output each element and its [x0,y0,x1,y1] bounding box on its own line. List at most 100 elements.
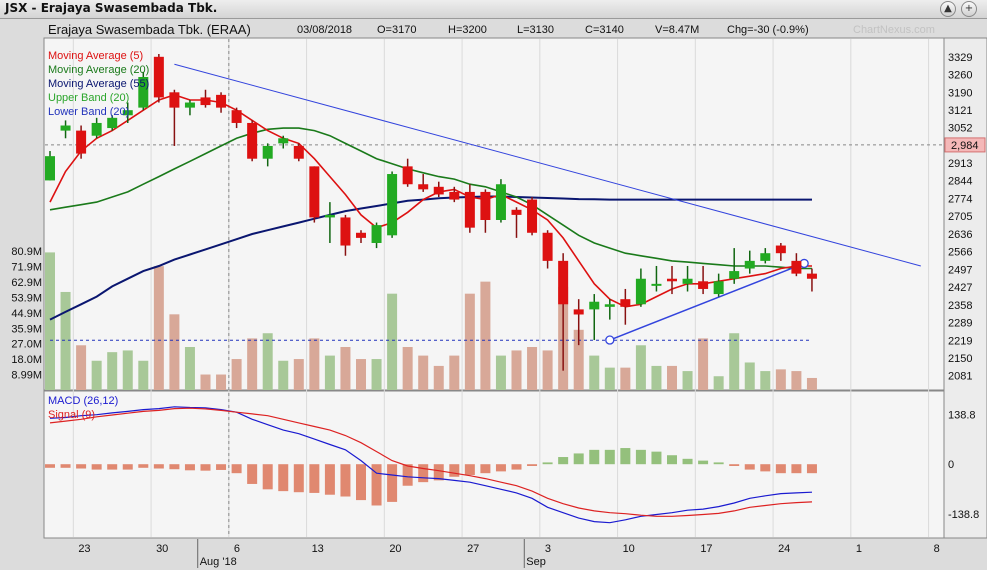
price-marker-box [944,137,986,153]
candle-body [138,76,149,108]
macd-histogram-bar [293,464,304,493]
candle-body [184,102,195,108]
macd-histogram-bar [480,464,491,474]
legend-macd: MACD (26,12) [48,395,118,407]
volume-bar [511,350,522,390]
volume-bar [651,365,662,390]
quote-volume: V=8.47M [655,24,699,36]
volume-bar [667,365,677,390]
candle-body [604,304,615,307]
volume-bar [324,355,335,390]
candle-body [651,283,662,286]
stock-name: Erajaya Swasembada Tbk. (ERAA) [48,22,251,37]
candle-body [153,56,164,98]
volume-bar [356,359,366,390]
macd-histogram-bar [667,455,677,465]
volume-bar [107,352,118,390]
macd-tick-label: 138.8 [948,409,976,421]
candle-body [309,166,320,218]
candle-body [60,125,71,131]
volume-tick-label: 80.9M [11,246,42,258]
legend-signal: Signal (9) [48,409,95,421]
macd-histogram-bar [682,458,693,465]
x-tick-label: 23 [78,543,90,555]
candle-body [402,166,413,185]
title-bar: JSX - Erajaya Swasembada Tbk. ▲ + [0,0,987,19]
candle-body [635,278,646,305]
price-tick-label: 2497 [948,264,972,276]
candle-body [247,122,258,159]
candle-body [589,301,600,310]
volume-bar [433,365,444,390]
macd-histogram-bar [216,464,227,470]
price-tick-label: 2219 [948,335,972,347]
grid [45,39,943,537]
x-tick-label: 13 [312,543,324,555]
macd-histogram-bar [558,457,569,465]
trendline-lower [609,262,805,341]
price-tick-label: 3260 [948,69,972,81]
legend-ma55: Moving Average (55) [48,78,149,90]
legend-upper-band: Upper Band (20) [48,92,129,104]
candle-body [667,278,677,282]
macd-histogram-bar [713,462,724,465]
candle-body [433,186,444,195]
zoom-in-icon[interactable]: + [961,1,977,17]
macd-histogram-bar [651,451,662,465]
candle-body [76,130,87,154]
volume-bar [293,359,304,390]
price-tick-label: 2081 [948,371,972,383]
candle-body [480,191,491,220]
price-tick-label: 2358 [948,300,972,312]
stock-chart[interactable]: 3329 3260 3190 3121 3052 2913 2844 2774 2705 2636… [0,18,987,570]
volume-bar [589,355,600,390]
price-tick-label: 2566 [948,247,972,259]
macd-tick-label: 0 [948,459,954,471]
scroll-up-icon[interactable]: ▲ [940,1,956,17]
legend-ma20: Moving Average (20) [48,64,149,76]
volume-bar [153,266,164,390]
candle-body [340,217,351,246]
macd-histogram-bar [511,464,522,470]
candle-body [698,281,709,289]
macd-histogram-bar [169,464,180,470]
volume-bar [402,347,413,390]
volume-bar [713,376,724,390]
quote-high: H=3200 [448,24,487,36]
macd-histogram-bar [542,462,553,465]
volume-bar [542,350,553,390]
volume-bar [262,333,273,390]
candle-body [371,225,382,243]
x-tick-label: 8 [934,543,940,555]
macd-histogram-bar [433,464,444,481]
price-axis-area [943,37,987,539]
legend-ma5: Moving Average (5) [48,50,143,62]
macd-histogram-bar [340,464,351,497]
volume-tick-label: 27.0M [11,339,42,351]
volume-bar [76,345,87,390]
macd-histogram-bar [91,464,102,470]
volume-bar [371,359,382,390]
volume-bar [309,338,320,390]
macd-histogram-bar [60,464,71,468]
volume-tick-label: 44.9M [11,308,42,320]
macd-histogram-bar [309,464,320,493]
x-tick-label: 30 [156,543,168,555]
macd-histogram-bar [371,464,382,506]
candle-body [806,273,817,279]
volume-bar [775,369,786,390]
volume-bar [247,338,258,390]
macd-histogram-bar [620,448,631,465]
candle-body [682,278,693,284]
macd-line [49,406,813,524]
candle-body [744,260,755,269]
indicator-lines [49,63,921,524]
month-label: Sep [526,556,546,568]
candles [45,54,817,371]
candle-body [542,232,553,261]
price-tick-label: 2774 [948,194,972,206]
window-title: JSX - Erajaya Swasembada Tbk. [5,1,218,15]
macd-histogram-bar [247,464,258,484]
x-tick-label: 10 [623,543,635,555]
candle-body [449,191,460,200]
